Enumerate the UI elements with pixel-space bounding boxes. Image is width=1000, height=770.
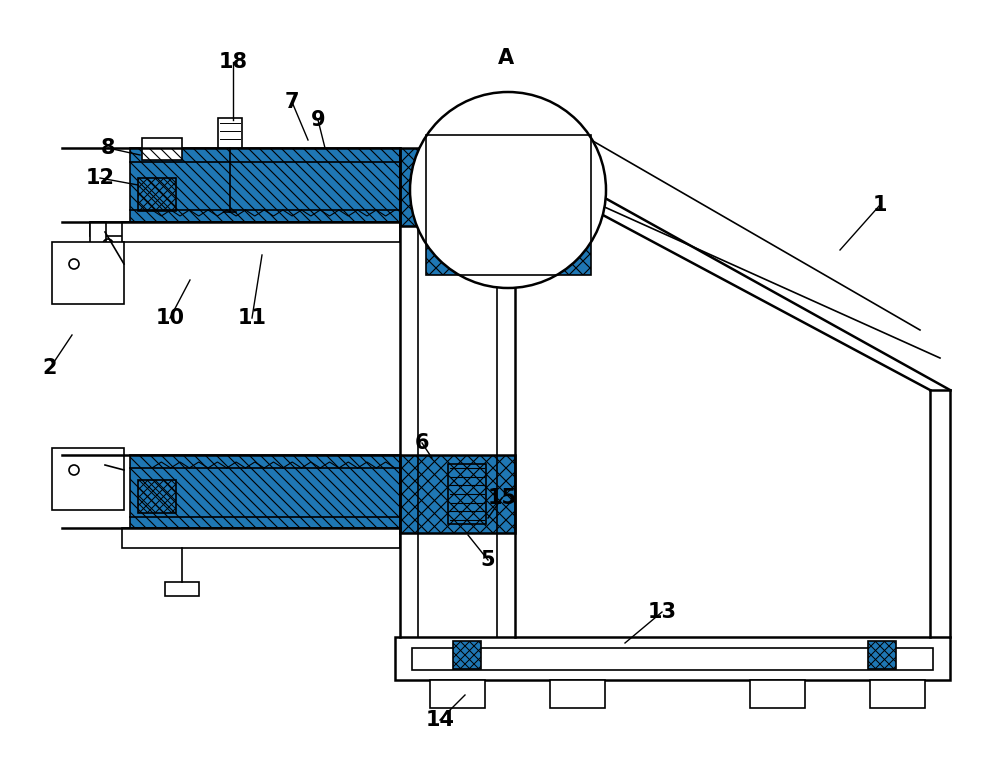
Bar	[750, 680, 805, 708]
Bar	[122, 222, 400, 242]
Bar	[395, 637, 950, 680]
Text: 8: 8	[101, 138, 115, 158]
Bar	[448, 464, 486, 524]
Bar	[870, 680, 925, 708]
Text: 14: 14	[426, 710, 454, 730]
Text: 11: 11	[238, 308, 266, 328]
Polygon shape	[426, 135, 591, 275]
Polygon shape	[400, 455, 515, 533]
Polygon shape	[138, 178, 176, 211]
Text: 12: 12	[86, 168, 114, 188]
Bar	[142, 138, 182, 160]
Text: 5: 5	[481, 550, 495, 570]
Polygon shape	[868, 641, 896, 669]
Bar	[122, 528, 400, 548]
Bar	[138, 480, 176, 513]
Bar	[90, 222, 238, 236]
Polygon shape	[426, 135, 591, 275]
Bar	[138, 178, 176, 211]
Text: 10: 10	[156, 308, 184, 328]
Polygon shape	[453, 641, 481, 669]
Polygon shape	[400, 148, 515, 226]
Text: 6: 6	[415, 433, 429, 453]
Bar	[412, 648, 933, 670]
Bar	[453, 140, 493, 202]
Polygon shape	[453, 641, 481, 669]
Polygon shape	[400, 148, 515, 226]
Bar	[400, 455, 515, 533]
Text: A: A	[498, 48, 514, 68]
Polygon shape	[130, 455, 400, 528]
Bar	[448, 157, 486, 217]
Text: 7: 7	[285, 92, 299, 112]
Bar	[430, 680, 485, 708]
Polygon shape	[868, 641, 896, 669]
Bar	[426, 135, 591, 275]
Polygon shape	[130, 148, 400, 222]
Text: 9: 9	[311, 110, 325, 130]
Text: 2: 2	[43, 358, 57, 378]
Bar	[550, 680, 605, 708]
Bar	[400, 148, 515, 226]
Bar	[218, 118, 242, 148]
Bar	[52, 448, 124, 510]
Polygon shape	[138, 480, 176, 513]
Bar	[130, 148, 400, 222]
Bar	[90, 222, 106, 254]
Bar	[868, 641, 896, 669]
Bar	[453, 641, 481, 669]
Bar	[52, 242, 124, 304]
Bar	[130, 455, 400, 528]
Text: 15: 15	[487, 488, 517, 508]
Text: 13: 13	[648, 602, 676, 622]
Polygon shape	[138, 178, 176, 211]
Polygon shape	[138, 480, 176, 513]
Bar	[165, 582, 199, 596]
Text: 18: 18	[218, 52, 248, 72]
Text: 1: 1	[873, 195, 887, 215]
Polygon shape	[400, 455, 515, 533]
Circle shape	[410, 92, 606, 288]
